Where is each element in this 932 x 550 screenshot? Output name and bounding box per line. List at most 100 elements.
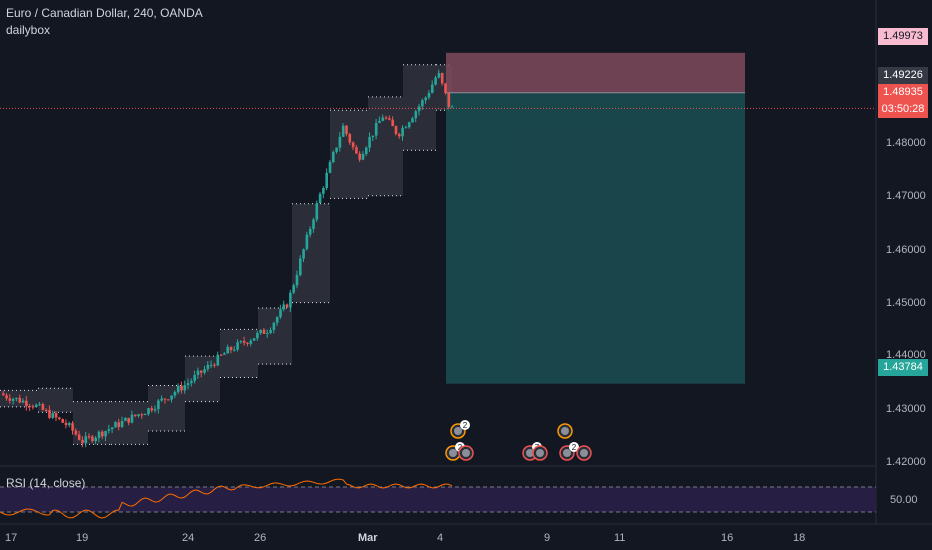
candle bbox=[170, 395, 173, 400]
candle bbox=[272, 322, 276, 330]
candle bbox=[110, 427, 114, 430]
target-price-label: 1.43784 bbox=[878, 359, 928, 376]
candle bbox=[196, 370, 200, 376]
candle bbox=[84, 436, 88, 444]
candle bbox=[5, 395, 8, 399]
candle bbox=[381, 117, 385, 121]
candle bbox=[137, 414, 140, 416]
candle bbox=[341, 125, 345, 137]
candle bbox=[338, 136, 342, 148]
candle bbox=[15, 397, 18, 399]
candle bbox=[358, 153, 361, 160]
candle bbox=[18, 397, 22, 403]
candle bbox=[160, 398, 163, 401]
candle bbox=[361, 154, 365, 160]
candle bbox=[384, 117, 388, 119]
last-price-label: 1.48935 bbox=[878, 84, 928, 101]
candle bbox=[193, 375, 196, 381]
candle bbox=[97, 431, 101, 438]
candle bbox=[157, 400, 160, 410]
candle bbox=[365, 147, 368, 155]
rsi-title[interactable]: RSI (14, close) bbox=[6, 476, 86, 490]
candle bbox=[223, 353, 226, 355]
indicator-label[interactable]: dailybox bbox=[6, 23, 51, 37]
economic-event-icon-dot bbox=[449, 449, 457, 457]
candle bbox=[11, 398, 15, 401]
flag-event-icon-dot bbox=[580, 449, 588, 457]
candle bbox=[424, 97, 427, 101]
candle bbox=[124, 417, 127, 421]
candle bbox=[61, 419, 64, 423]
flag-event-icon-dot bbox=[563, 449, 571, 457]
economic-event-icon-dot bbox=[561, 427, 569, 435]
candle bbox=[312, 219, 315, 229]
candle bbox=[437, 73, 441, 78]
candle bbox=[229, 347, 233, 351]
candle bbox=[348, 134, 352, 143]
candle bbox=[35, 404, 38, 407]
candle bbox=[213, 364, 216, 366]
time-label: 18 bbox=[793, 532, 806, 544]
candle bbox=[440, 73, 444, 84]
candle bbox=[206, 364, 210, 370]
candle bbox=[74, 430, 78, 435]
economic-event-icon-badge-text: 2 bbox=[458, 443, 463, 452]
candle bbox=[101, 431, 104, 437]
candle bbox=[91, 436, 94, 442]
candle bbox=[252, 338, 256, 341]
daily-box bbox=[111, 401, 148, 445]
candle bbox=[176, 385, 180, 393]
candle bbox=[64, 422, 68, 426]
rsi-line bbox=[0, 478, 453, 519]
candle bbox=[292, 285, 295, 293]
economic-event-icon-badge-text: 2 bbox=[463, 421, 468, 430]
candle bbox=[216, 354, 220, 366]
candle bbox=[256, 332, 259, 339]
economic-event-icon-dot bbox=[454, 427, 462, 435]
flag-event-icon-dot bbox=[526, 449, 534, 457]
chart-title[interactable]: Euro / Canadian Dollar, 240, OANDA bbox=[6, 6, 203, 20]
candle bbox=[368, 137, 371, 148]
daily-box bbox=[292, 203, 330, 303]
entry-price-label: 1.49226 bbox=[878, 67, 928, 84]
price-tick: 1.44000 bbox=[886, 349, 926, 361]
price-tick: 1.47000 bbox=[886, 190, 926, 202]
candle bbox=[54, 413, 58, 418]
candle bbox=[236, 342, 239, 350]
candle bbox=[209, 364, 213, 366]
candle bbox=[391, 119, 394, 127]
candle bbox=[262, 329, 266, 334]
candle bbox=[447, 92, 451, 107]
stop-price-label: 1.49973 bbox=[878, 28, 928, 45]
candle bbox=[140, 414, 144, 416]
candle bbox=[411, 118, 414, 123]
candle bbox=[51, 413, 55, 418]
candle bbox=[302, 249, 305, 259]
economic-event-icon-badge bbox=[460, 420, 470, 430]
price-tick: 1.43000 bbox=[886, 403, 926, 415]
daily-box bbox=[258, 308, 292, 365]
candle bbox=[345, 125, 348, 135]
candle bbox=[127, 417, 130, 423]
candle bbox=[143, 414, 147, 416]
candle bbox=[275, 317, 279, 323]
candle bbox=[94, 437, 97, 442]
candle bbox=[203, 369, 206, 373]
candle bbox=[242, 341, 246, 343]
candle bbox=[398, 133, 401, 137]
time-label: 24 bbox=[182, 532, 195, 544]
candle bbox=[328, 162, 332, 173]
daily-box bbox=[330, 110, 368, 199]
candle bbox=[190, 380, 193, 384]
candle bbox=[355, 147, 358, 154]
candle bbox=[279, 309, 282, 318]
candle bbox=[285, 304, 289, 308]
flag-event-icon-dot bbox=[462, 449, 470, 457]
candle bbox=[107, 429, 111, 432]
price-tick: 1.48000 bbox=[886, 137, 926, 149]
candle bbox=[407, 122, 411, 128]
candle bbox=[289, 292, 292, 308]
candle bbox=[44, 409, 48, 411]
